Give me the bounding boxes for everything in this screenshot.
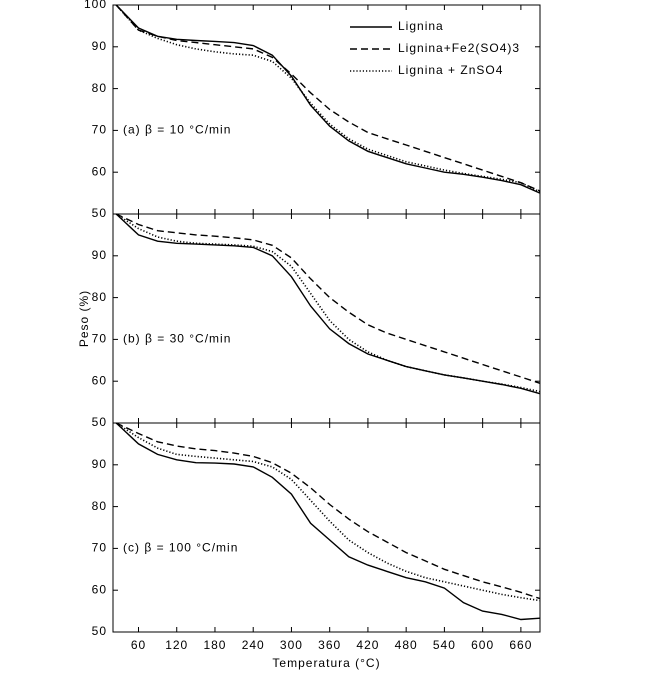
- y-tick-label: 90: [92, 457, 107, 471]
- series-line: [115, 213, 541, 395]
- y-tick-label: 90: [92, 39, 107, 53]
- x-tick-label: 240: [242, 638, 265, 652]
- annotation: (c) β = 100 °C/min: [123, 541, 238, 555]
- x-tick-label: 540: [433, 638, 456, 652]
- plot-frame: [112, 422, 541, 633]
- y-tick-label: 50: [92, 624, 107, 638]
- x-tick-label: 420: [356, 638, 379, 652]
- y-tick-label: 100: [84, 0, 107, 11]
- series-line: [115, 422, 541, 600]
- y-tick-label: 80: [92, 81, 107, 95]
- x-tick-label: 660: [509, 638, 532, 652]
- y-tick-label: 70: [92, 123, 107, 137]
- y-tick-label: 60: [92, 582, 107, 596]
- y-tick-label: 70: [92, 541, 107, 555]
- y-tick-label: 50: [92, 206, 107, 220]
- plot-frame: [112, 213, 541, 424]
- annotation: (a) β = 10 °C/min: [123, 123, 231, 137]
- legend-label: Lignina: [398, 19, 444, 33]
- annotation: (b) β = 30 °C/min: [123, 332, 231, 346]
- y-tick-label: 80: [92, 499, 107, 513]
- y-tick-label: 60: [92, 164, 107, 178]
- y-axis-label: Peso (%): [77, 290, 91, 347]
- x-tick-label: 600: [471, 638, 494, 652]
- y-tick-label: 60: [92, 373, 107, 387]
- x-tick-label: 60: [131, 638, 146, 652]
- x-axis-label: Temperatura (°C): [272, 656, 380, 670]
- x-tick-label: 300: [280, 638, 303, 652]
- series-line: [115, 4, 541, 194]
- x-tick-label: 480: [395, 638, 418, 652]
- series-line: [115, 422, 541, 602]
- x-tick-label: 120: [165, 638, 188, 652]
- series-line: [115, 4, 541, 192]
- x-tick-label: 180: [203, 638, 226, 652]
- legend-label: Lignina+Fe2(SO4)3: [398, 41, 520, 55]
- x-tick-label: 360: [318, 638, 341, 652]
- series-line: [115, 4, 541, 193]
- series-line: [115, 213, 541, 384]
- series-line: [115, 213, 541, 393]
- y-tick-label: 70: [92, 332, 107, 346]
- plot-frame: [112, 4, 541, 215]
- y-tick-label: 80: [92, 290, 107, 304]
- series-line: [115, 422, 541, 621]
- y-tick-label: 50: [92, 415, 107, 429]
- legend-label: Lignina + ZnSO4: [398, 63, 503, 77]
- y-tick-label: 90: [92, 248, 107, 262]
